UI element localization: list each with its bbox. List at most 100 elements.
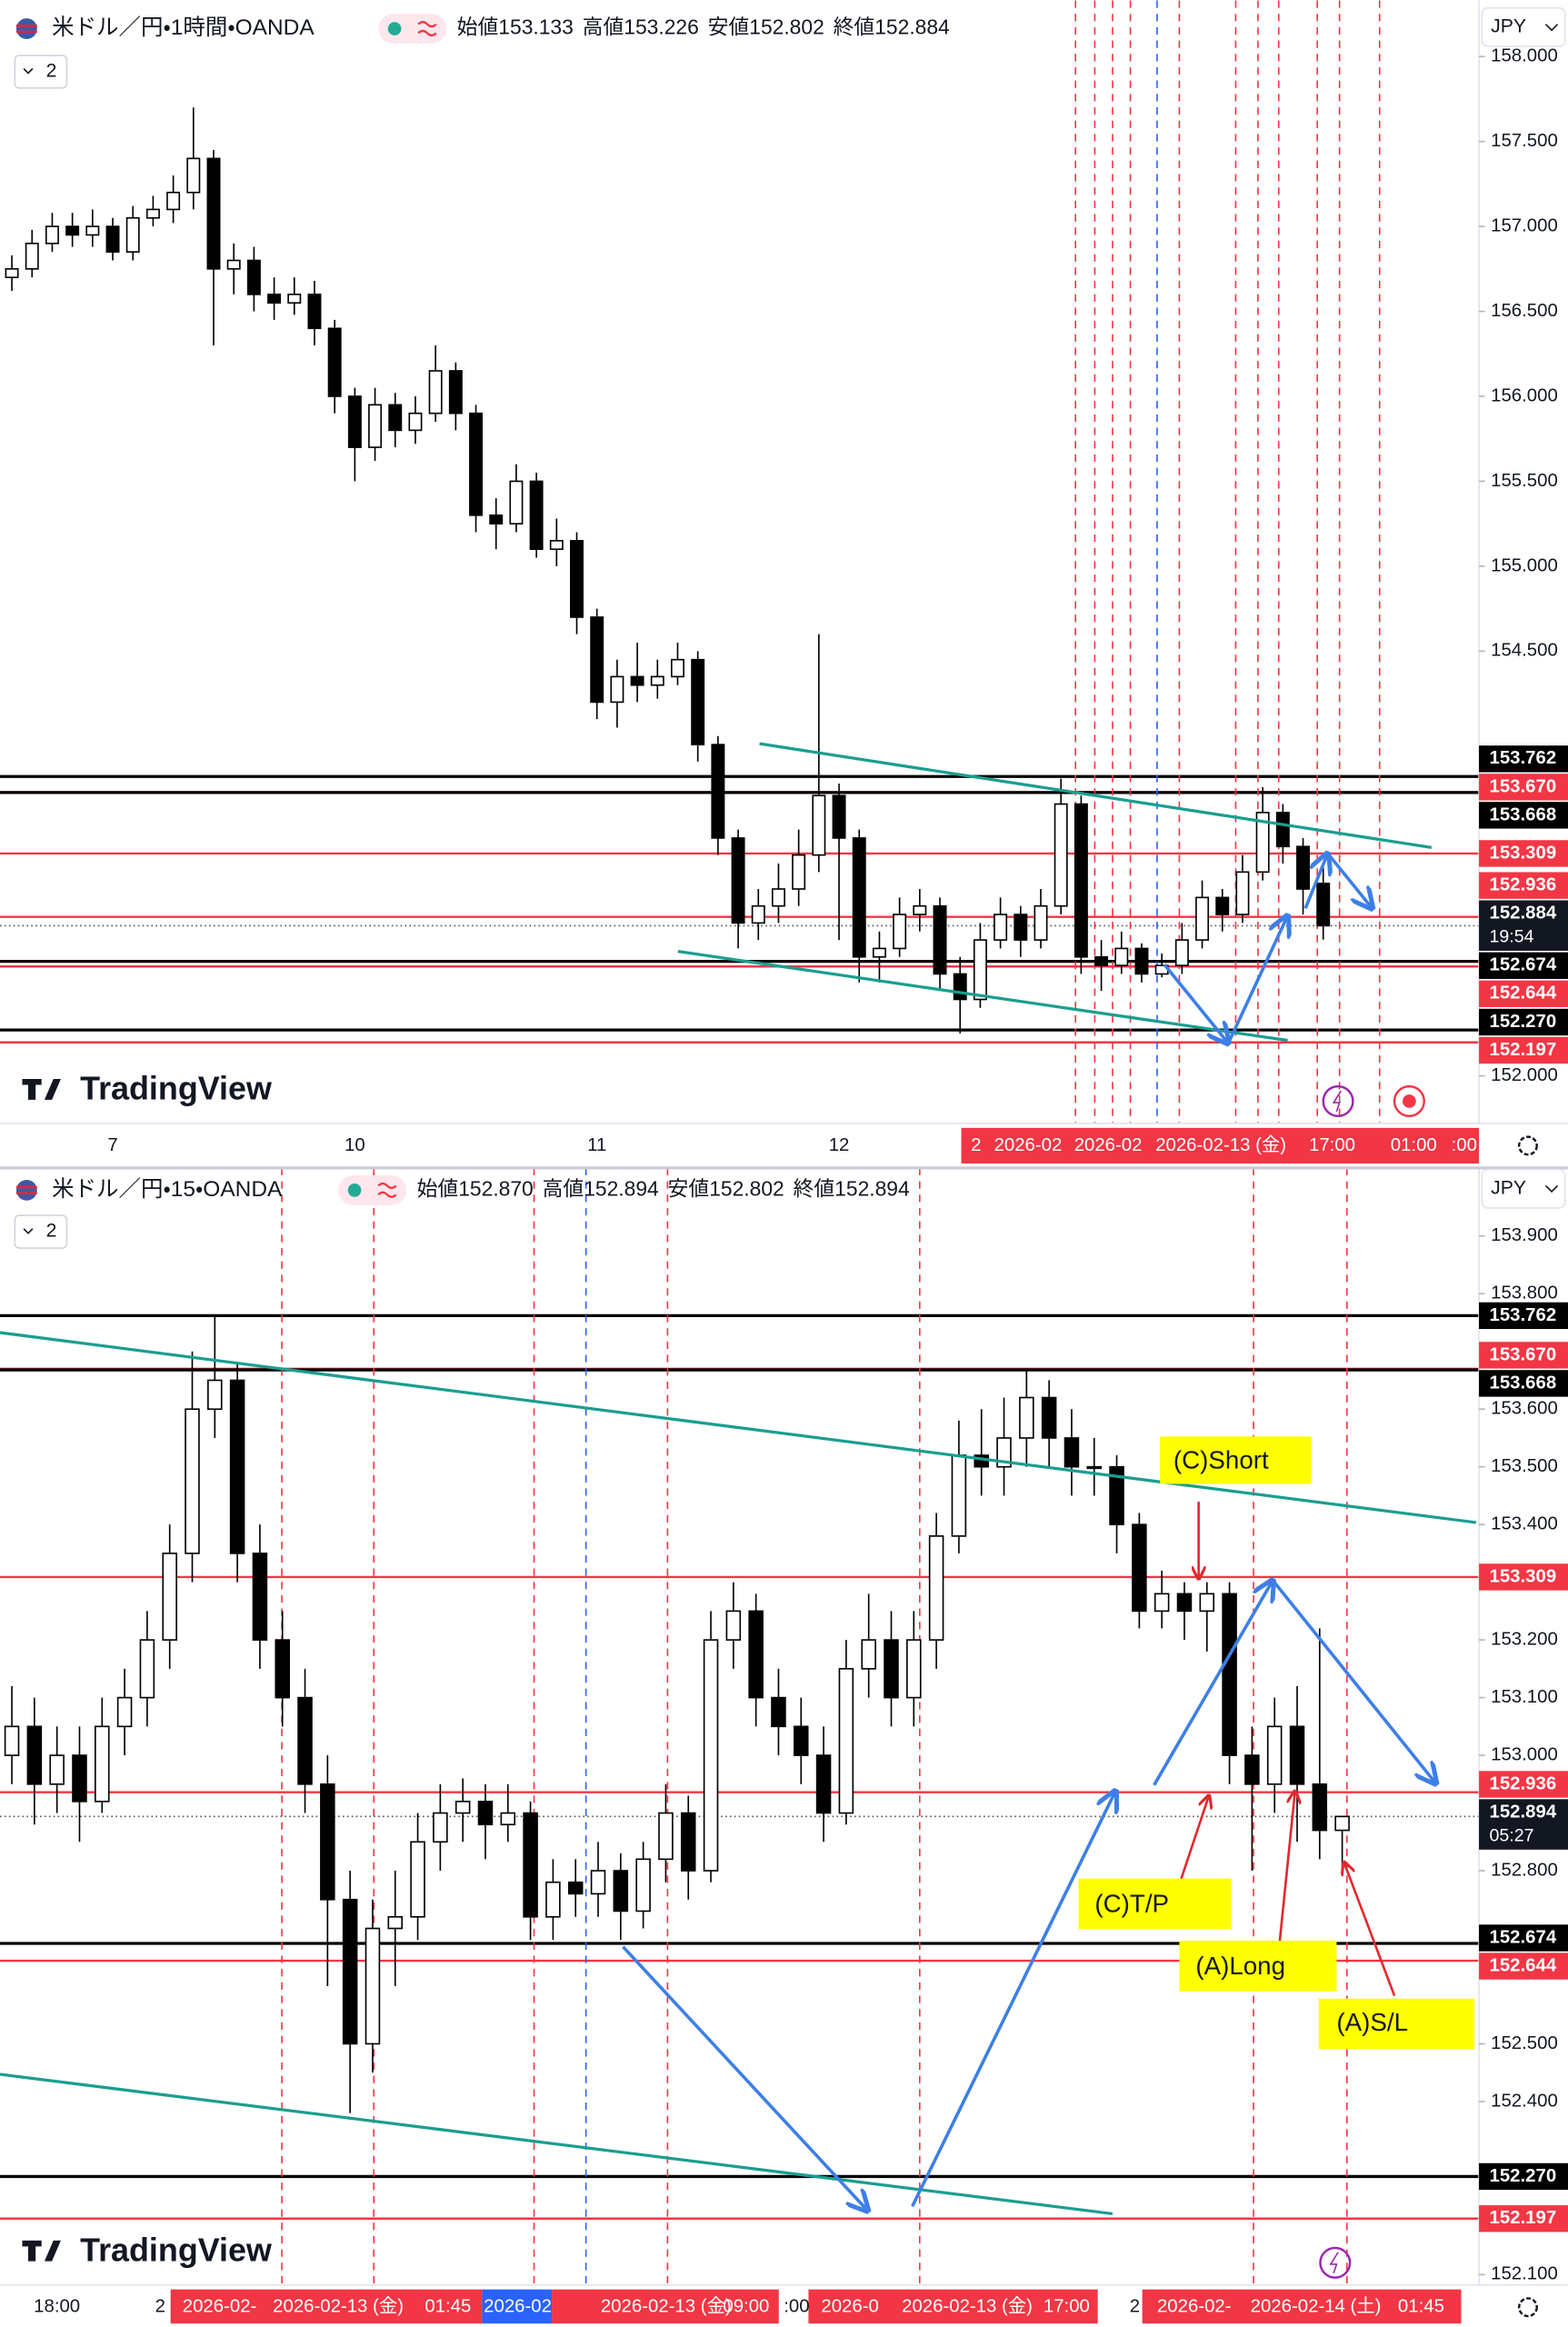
candle-body [1215,896,1230,915]
candle-body [1296,845,1311,890]
candle-body [469,412,484,516]
indicator-toggle[interactable] [14,55,68,89]
price-label-box [1479,1342,1568,1369]
candle-body [771,1696,786,1728]
legend-label: 安値 [668,1176,710,1200]
candle-body [4,1725,20,1756]
candle-body [342,1898,358,2045]
x-tick-label: 7 [107,1135,117,1155]
ohlc-legend: 始値153.133 高値153.226 安値152.802 終値152.884 [457,15,950,39]
time-marker-label: 2026-02-13 (金) [1155,1134,1286,1155]
x-tick-label: 11 [587,1135,606,1155]
brand: TradingView [80,1071,272,1107]
indicator-toggle[interactable] [14,1214,68,1249]
candle-body [226,259,241,270]
y-tick-label: 153.800 [1491,1283,1558,1303]
candle-body [1154,1593,1170,1613]
time-marker-label: 2 [971,1135,981,1155]
trend-line [759,742,1433,850]
candle-body [794,1725,809,1756]
candle-body [125,216,140,253]
candle-body [1176,1593,1193,1613]
indicator-count: 2 [46,1221,57,1242]
candle-body [229,1379,245,1554]
candle-body [872,947,886,958]
legend-label: 終値 [834,15,875,39]
price-label-box [1479,840,1568,867]
time-marker-label: 2 [155,2297,165,2317]
status-dot [347,1183,362,1197]
candle-body [477,1801,494,1826]
candle-body [861,1639,876,1670]
alert-icon [1329,2252,1339,2273]
y-tick-label: 155.500 [1491,471,1558,491]
alert-icon[interactable] [1322,1084,1354,1118]
legend-value: 152.870 [458,1176,534,1200]
candle-body [186,157,201,194]
drawings: (C)Short (C)T/P (A)Long (A)S/L [0,742,1477,2213]
candle-body [45,225,59,245]
price-label-box [1479,1008,1568,1036]
candle-body [635,1858,651,1913]
candle-body [307,294,322,330]
candle-body [933,904,947,975]
candle-body [838,1668,854,1814]
candle-body [320,1783,335,1901]
candle-body [139,1639,155,1699]
candle-body [327,327,342,397]
settings-icon[interactable] [1517,2297,1538,2318]
price-label: 153.670 [1490,1344,1557,1364]
time-marker-label: 17:00 [1044,2297,1090,2317]
candle-body [711,744,725,839]
candle-body [347,395,362,448]
candle-body [1041,1396,1057,1439]
candle-body [433,1812,448,1843]
note: (C)Short [1174,1445,1269,1473]
currency-button[interactable] [1481,6,1566,47]
time-strip [482,2289,553,2324]
candle-body [1199,1593,1215,1613]
candle-body [671,658,684,678]
candle-body [49,1754,65,1785]
candle-body [545,1881,561,1918]
candle-body [500,1812,516,1826]
y-tick-label: 156.000 [1491,385,1558,405]
price-label: 152.674 [1490,955,1557,975]
candle-body [1074,803,1088,958]
candle-body [162,1553,177,1641]
candle-body [368,404,383,448]
countdown: 05:27 [1490,1825,1534,1845]
candle-body [1064,1437,1080,1468]
candle-body [748,1610,764,1699]
price-label-box [1479,1924,1568,1952]
candle-body [751,904,765,924]
settings-icon[interactable] [1517,1135,1538,1156]
time-marker-label: 2 [1130,2297,1140,2317]
candle-body [994,914,1008,941]
flag-icon [15,1179,37,1201]
candle-body [1195,896,1210,941]
candle-body [1114,947,1129,966]
candle-body [1235,871,1250,915]
alert-icon[interactable] [1319,2246,1352,2279]
y-tick-label: 155.000 [1491,555,1558,575]
y-tick-label: 158.000 [1491,46,1558,66]
time-strip [552,2289,779,2324]
candle-body [973,939,987,1001]
price-label: 153.309 [1490,843,1557,863]
status-icon [377,1182,397,1198]
record-icon[interactable] [1393,1084,1425,1118]
currency-button[interactable] [1481,1168,1566,1209]
y-tick-label: 154.500 [1491,641,1558,661]
candle-body [95,1725,110,1803]
note-box [1078,1878,1232,1930]
record-icon [1403,1094,1416,1108]
candle-body [365,1927,381,2045]
note: (A)Long [1195,1952,1285,1980]
flag-icon [15,1185,37,1194]
legend-label: 安値 [708,15,750,39]
price-label-box [1479,802,1568,829]
price-label: 153.762 [1490,1305,1557,1325]
candle-body [1316,883,1331,927]
